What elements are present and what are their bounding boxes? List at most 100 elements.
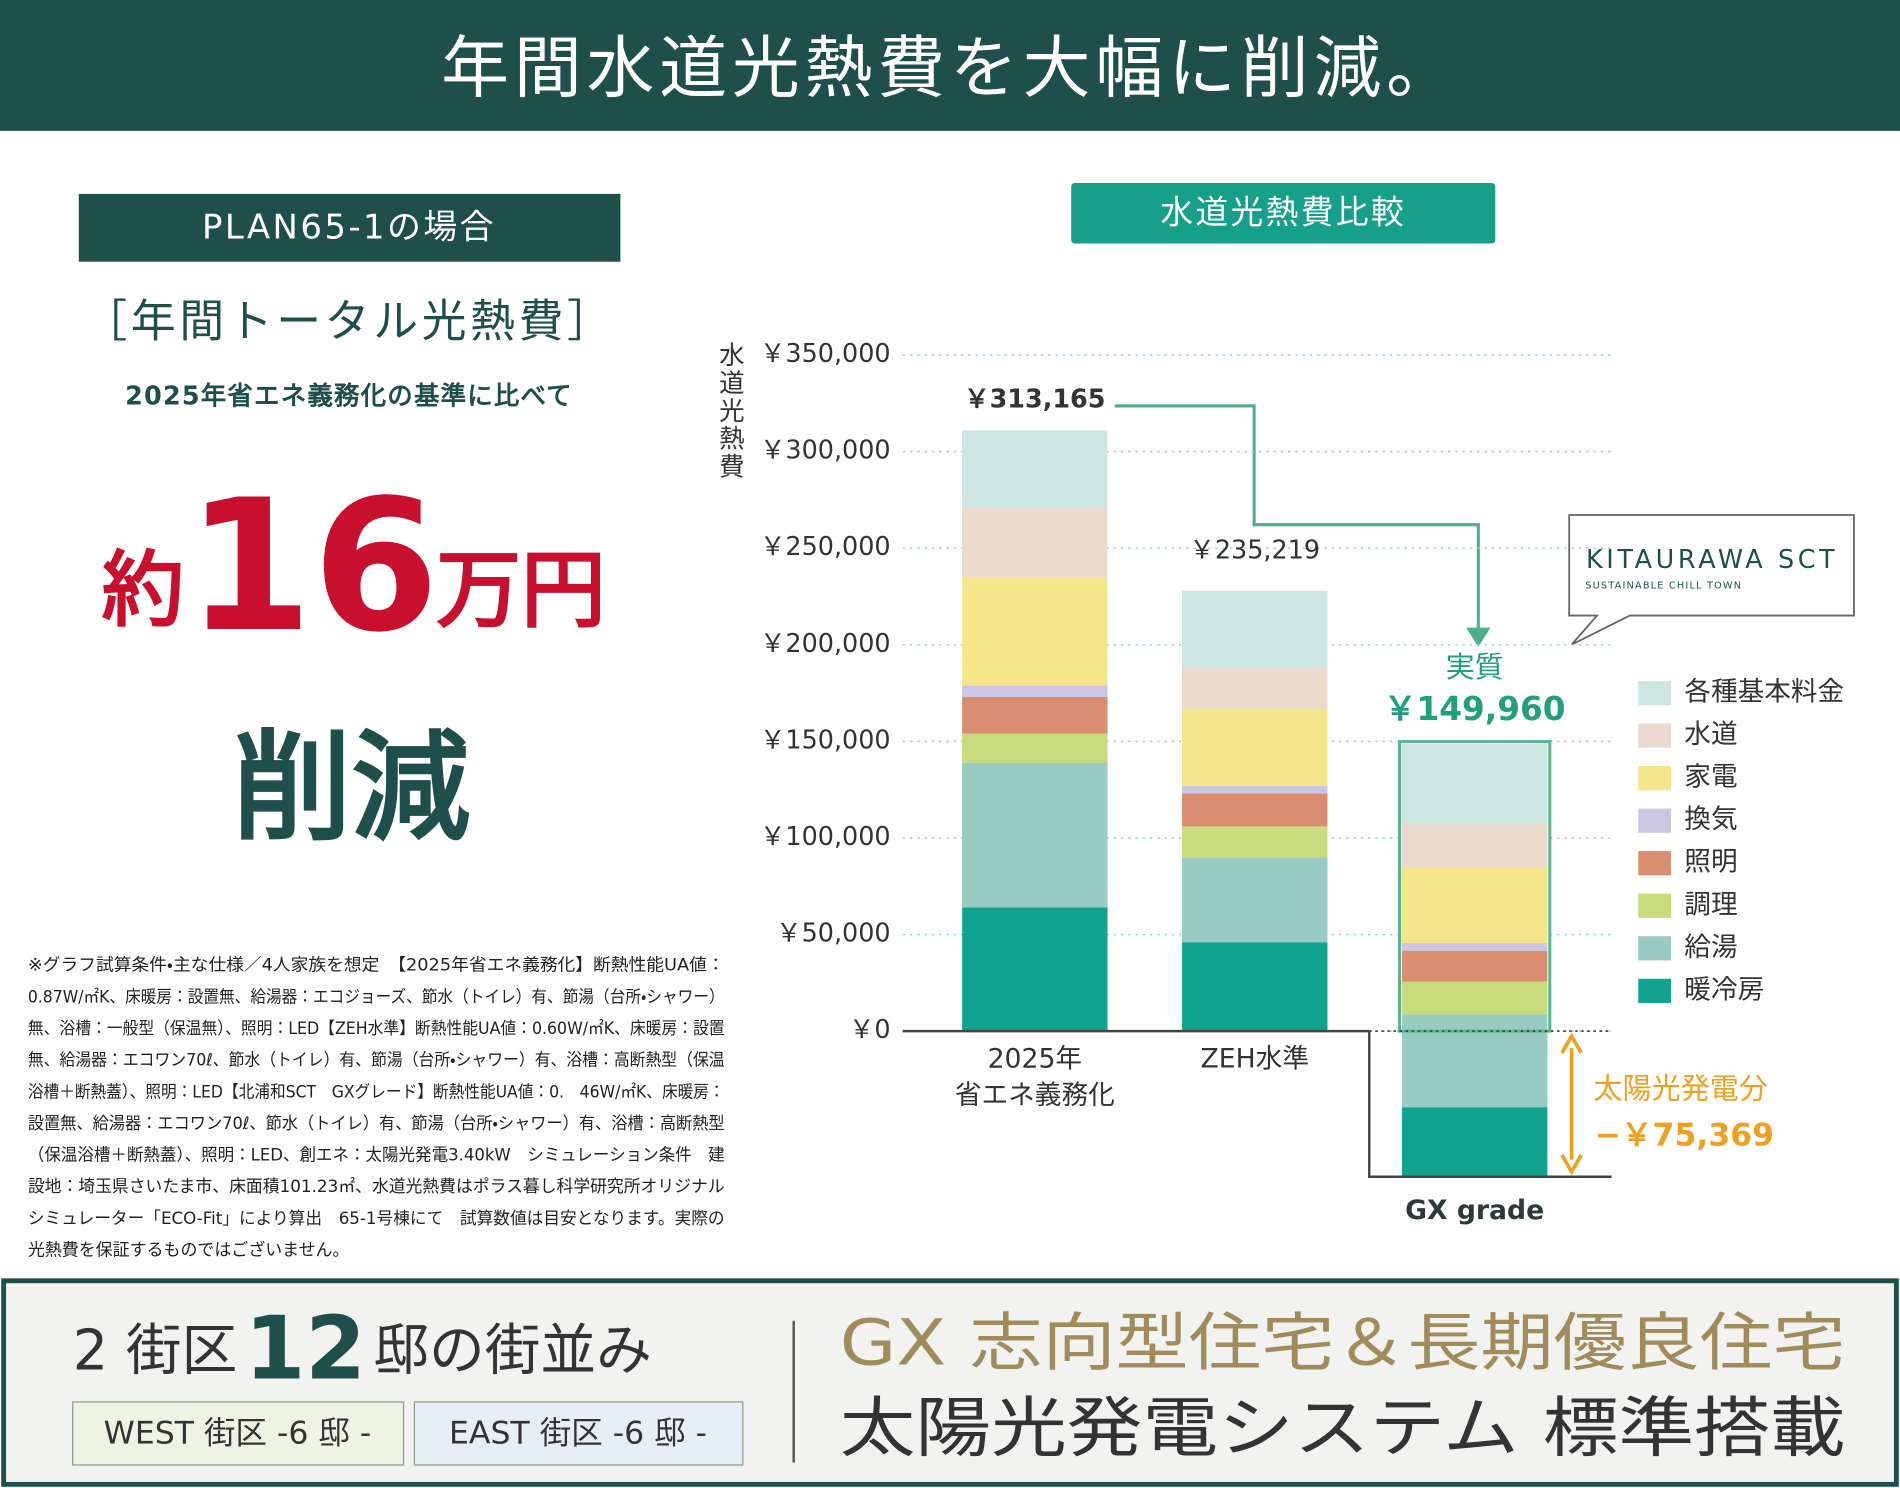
bar-segment: [1182, 942, 1328, 1032]
bar-segment: [1401, 867, 1548, 943]
legend-label: 換気: [1684, 804, 1737, 835]
footnote-line: 設地：埼玉県さいたま市、床面積101.23㎡、水道光熱費はポラス暮し科学研究所オ…: [28, 1176, 725, 1196]
y-tick-label: ￥100,000: [760, 821, 891, 851]
legend-swatch: [1638, 893, 1671, 918]
footnote-line: 無、浴槽：一般型（保温無）、照明：LED【ZEH水準】断熱性能UA値：0.60W…: [28, 1018, 725, 1038]
plan-label: PLAN65-1の場合: [202, 208, 496, 247]
bar-segment: [1401, 1014, 1548, 1108]
legend-swatch: [1638, 680, 1671, 706]
legend-swatch: [1638, 936, 1671, 961]
y-tick-label: ￥350,000: [760, 338, 891, 368]
bottom-right-line1: GX 志向型住宅＆長期優良住宅: [840, 1307, 1846, 1380]
bar-segment: [962, 685, 1108, 697]
y-tick-label: ￥150,000: [760, 724, 891, 754]
amount-number: 16: [186, 460, 439, 672]
brand-bubble: [1568, 514, 1855, 646]
plot: ￥0 ￥50,000 ￥100,000 ￥150,000 ￥200,000 ￥250,00…: [760, 338, 1844, 1227]
house-count: 12: [245, 1298, 366, 1400]
subheading: 2025年省エネ義務化の基準に比べて: [125, 380, 573, 410]
bar-segment: [962, 907, 1108, 1032]
solar-value-label: −￥75,369: [1595, 1118, 1774, 1154]
solar-base-line: [1368, 1031, 1612, 1178]
approx: 約: [102, 544, 184, 639]
legend-label: 暖冷房: [1684, 974, 1764, 1005]
bar-segment: [1182, 857, 1328, 943]
solar-text: 太陽光発電分: [1593, 1072, 1767, 1106]
bar-segment: [962, 696, 1108, 734]
y-tick-label: ￥50,000: [776, 918, 890, 948]
bar-segment: [962, 577, 1108, 686]
footnote-line: シミュレーター「ECO-Fit」により算出 65-1号棟にて 試算数値は目安とな…: [28, 1208, 725, 1228]
block-unit: 街区: [108, 1319, 237, 1384]
chart-title-box: [1071, 182, 1496, 244]
legend-swatch: [1638, 851, 1671, 876]
header-title: 年間水道光熱費を大幅に削減。: [441, 29, 1459, 108]
west-box: [72, 1401, 405, 1466]
bottom-right-line2: 太陽光発電システム 標準搭載: [840, 1390, 1846, 1466]
bar-segment: [1401, 1107, 1548, 1177]
bar-segment: [962, 507, 1108, 578]
east-box: [413, 1401, 744, 1466]
legend-label: 照明: [1684, 847, 1737, 878]
solar-arrow: [1560, 1032, 1583, 1176]
footnote-line: 設置無、給湯器：エコワン70ℓ、節水（トイレ）有、節湯（台所・シャワー）有、浴槽…: [28, 1113, 725, 1133]
x-tick-label-box: 2025年 省エネ義務化: [954, 1044, 1115, 1112]
legend-label: 家電: [1684, 762, 1737, 793]
west-label: WEST 街区 -6 邸 -: [104, 1416, 372, 1452]
compare-arrowhead: [1466, 627, 1491, 648]
bar-segment: [1182, 793, 1328, 827]
footnote-line: ※グラフ試算条件・主な仕様／4人家族を想定 【2025年省エネ義務化】断熱性能U…: [28, 955, 725, 975]
east-label: EAST 街区 -6 邸 -: [449, 1416, 707, 1452]
legend-label: 調理: [1684, 889, 1737, 920]
legend-label: 給湯: [1684, 932, 1737, 963]
y-tick-label: ￥0: [849, 1014, 891, 1044]
heading: ［年間トータル光熱費］: [82, 295, 615, 348]
bar-segment: [1401, 942, 1548, 951]
legend-swatch: [1638, 808, 1671, 833]
bar-segment: [1401, 823, 1548, 868]
bar-segment: [1401, 981, 1548, 1015]
block-count: 2: [73, 1319, 108, 1384]
bar-segment: [1182, 590, 1328, 668]
bottom-left-title: 2 街区 12 邸の街並み: [73, 1298, 652, 1400]
house-unit: 邸の街並み: [373, 1319, 652, 1384]
bar-segment: [1182, 708, 1328, 786]
bar-segment: [1401, 744, 1548, 824]
footnote-line: 光熱費を保証するものではございません。: [28, 1239, 350, 1259]
bar-segment: [962, 430, 1108, 508]
bar-segment: [1182, 667, 1328, 709]
x-tick-label: ZEH水準: [1200, 1044, 1309, 1075]
plan-box: [78, 193, 621, 262]
chart-title: 水道光熱費比較: [1160, 193, 1406, 231]
bar-segment: [1182, 785, 1328, 794]
brand-name: KITAURAWA SCT: [1586, 544, 1838, 574]
bar-segment: [962, 733, 1108, 763]
footnote-line: 0.87W/㎡K、床暖房：設置無、給湯器：エコジョーズ、節水（トイレ）有、節湯（…: [28, 986, 725, 1006]
total-label: ￥313,165: [964, 384, 1105, 414]
x-tick-label-box: GX grade: [1405, 1195, 1545, 1227]
total-label: ￥235,219: [1189, 534, 1320, 564]
compare-arrow: [1114, 404, 1480, 633]
y-axis-label-box: 水道光熱費: [716, 341, 746, 482]
footnote: ※グラフ試算条件・主な仕様／4人家族を想定 【2025年省エネ義務化】断熱性能U…: [28, 955, 725, 1260]
y-tick-label: ￥300,000: [760, 435, 891, 465]
bar-segment: [1182, 826, 1328, 858]
footnote-line: （保温浴槽＋断熱蓋）、照明：LED、創エネ：太陽光発電3.40kW シミュレーシ…: [28, 1145, 725, 1165]
legend-swatch: [1638, 978, 1671, 1003]
bar-segment: [962, 762, 1108, 908]
reduce: 削減: [233, 720, 470, 858]
net-label: 実質: [1446, 650, 1504, 684]
x-tick-label: GX grade: [1405, 1195, 1545, 1227]
legend-swatch: [1638, 766, 1671, 791]
bar-segment: [1401, 950, 1548, 982]
y-tick-label: ￥250,000: [760, 531, 891, 561]
y-axis-label: 水道光熱費: [716, 341, 746, 482]
legend-label: 各種基本料金: [1684, 677, 1844, 708]
amount-unit: 万円: [436, 542, 606, 641]
legend-swatch: [1638, 723, 1671, 748]
brand-tagline: SUSTAINABLE CHILL TOWN: [1585, 580, 1742, 591]
x-tick-label: 2025年 省エネ義務化: [954, 1044, 1115, 1112]
footnote-line: 無、給湯器：エコワン70ℓ、節水（トイレ）有、節湯（台所・シャワー）有、浴槽：高…: [28, 1050, 725, 1070]
